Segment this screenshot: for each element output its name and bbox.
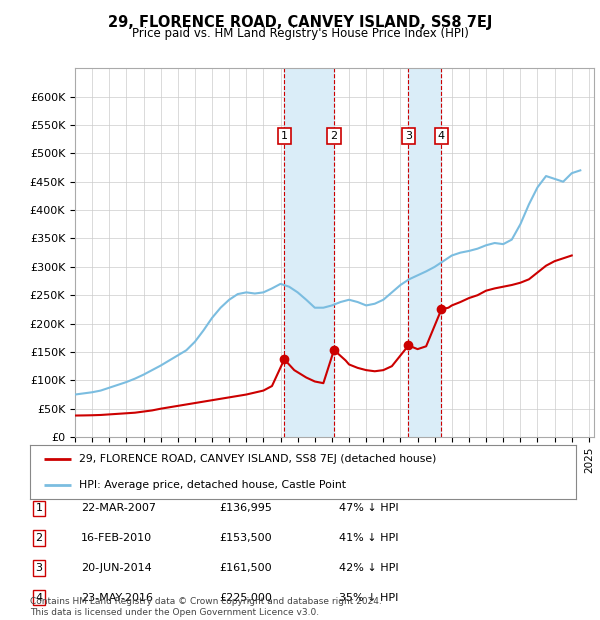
Text: 23-MAY-2016: 23-MAY-2016 [81,593,153,603]
Text: £153,500: £153,500 [219,533,272,543]
Text: 2: 2 [331,131,338,141]
Text: 22-MAR-2007: 22-MAR-2007 [81,503,156,513]
Text: £225,000: £225,000 [219,593,272,603]
Text: 29, FLORENCE ROAD, CANVEY ISLAND, SS8 7EJ (detached house): 29, FLORENCE ROAD, CANVEY ISLAND, SS8 7E… [79,454,437,464]
Text: Price paid vs. HM Land Registry's House Price Index (HPI): Price paid vs. HM Land Registry's House … [131,27,469,40]
Text: HPI: Average price, detached house, Castle Point: HPI: Average price, detached house, Cast… [79,480,346,490]
Text: 16-FEB-2010: 16-FEB-2010 [81,533,152,543]
Text: 4: 4 [35,593,43,603]
Text: 4: 4 [438,131,445,141]
Text: 20-JUN-2014: 20-JUN-2014 [81,563,152,573]
Text: 2: 2 [35,533,43,543]
Text: 47% ↓ HPI: 47% ↓ HPI [339,503,398,513]
Text: 41% ↓ HPI: 41% ↓ HPI [339,533,398,543]
Text: Contains HM Land Registry data © Crown copyright and database right 2024.
This d: Contains HM Land Registry data © Crown c… [30,598,382,617]
Text: 1: 1 [35,503,43,513]
Text: 42% ↓ HPI: 42% ↓ HPI [339,563,398,573]
Text: 3: 3 [405,131,412,141]
Bar [409,68,442,437]
Text: 29, FLORENCE ROAD, CANVEY ISLAND, SS8 7EJ: 29, FLORENCE ROAD, CANVEY ISLAND, SS8 7E… [108,16,492,30]
Text: 3: 3 [35,563,43,573]
Text: £161,500: £161,500 [219,563,272,573]
Text: £136,995: £136,995 [219,503,272,513]
Text: 1: 1 [281,131,288,141]
Bar [284,68,334,437]
Text: 35% ↓ HPI: 35% ↓ HPI [339,593,398,603]
